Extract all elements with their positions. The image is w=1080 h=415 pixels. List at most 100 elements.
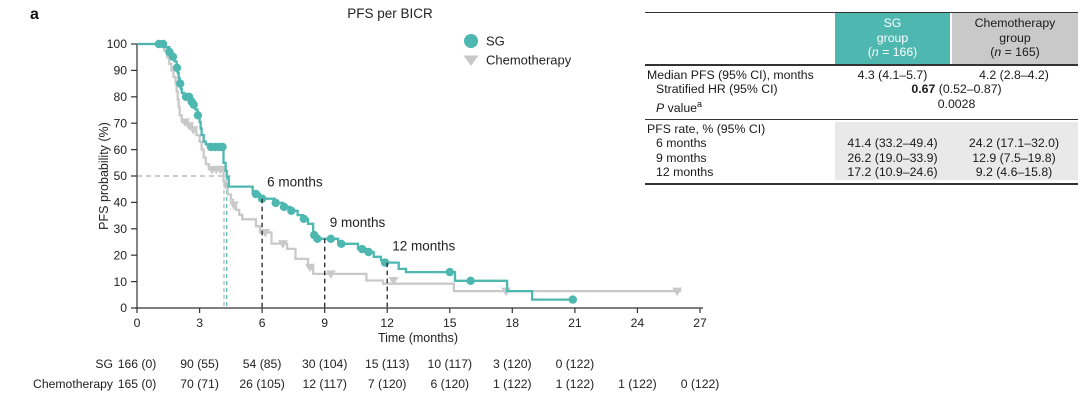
y-tick-label: 0	[120, 301, 127, 315]
y-tick-label: 30	[113, 222, 127, 236]
pfs-rate-section: PFS rate, % (95% CI) 6 months 41.4 (33.2…	[645, 118, 1078, 186]
x-tick-label: 27	[693, 316, 707, 330]
x-axis-label: Time (months)	[378, 331, 458, 345]
chart-title: PFS per BICR	[347, 6, 433, 21]
y-tick-label: 40	[113, 196, 127, 210]
x-tick-label: 6	[259, 316, 266, 330]
x-tick-label: 12	[380, 316, 394, 330]
rate-6mo-label: 6 months	[656, 136, 707, 151]
stat-table: SG group (n = 166) Chemotherapy group (n = 1…	[645, 12, 1078, 186]
y-tick-label: 70	[113, 116, 127, 130]
censor-dot	[218, 142, 227, 152]
censor-dot	[358, 244, 367, 254]
at-risk-value: 26 (105)	[239, 377, 284, 391]
stratified-hr-value: 0.67 (0.52–0.87)	[911, 82, 1002, 97]
stat-table-header: SG group (n = 166) Chemotherapy group (n = 1…	[645, 12, 1078, 66]
legend-chemo-label: Chemotherapy	[486, 53, 572, 68]
censor-dot	[271, 198, 280, 208]
censor-dot	[337, 239, 346, 248]
stratified-hr-row: Stratified HR (95% CI) 0.67 (0.52–0.87)	[645, 82, 1078, 97]
censor-dot	[193, 111, 203, 120]
pfs-rate-label: PFS rate, % (95% CI)	[647, 121, 766, 136]
censor-dot	[158, 39, 168, 49]
censor-dot	[380, 258, 390, 267]
at-risk-table: SG 166 (0) 90 (55) 54 (85) 30 (104) 15 (113) 1…	[33, 357, 719, 391]
header-sg-group: SG group (n = 166)	[835, 13, 950, 64]
p-value-label: P valuea	[656, 98, 703, 116]
censor-dot	[326, 234, 336, 243]
median-pfs-sg-value: 4.3 (4.1–5.7)	[857, 67, 928, 82]
censor-dot	[568, 295, 577, 304]
month-label: 9 months	[330, 215, 386, 230]
x-tick-label: 21	[568, 316, 582, 330]
y-tick-label: 80	[113, 90, 127, 104]
at-risk-row-label: Chemotherapy	[33, 377, 114, 391]
legend-chemo-triangle-down-icon	[463, 55, 479, 66]
censor-triangle	[278, 240, 288, 249]
rate-6mo-row: 6 months 41.4 (33.2–49.4) 24.2 (17.1–32.…	[645, 136, 1078, 151]
censor-dot	[189, 100, 198, 109]
censor-dot	[279, 202, 289, 212]
median-pfs-chemo-value: 4.2 (2.8–4.2)	[979, 67, 1049, 82]
at-risk-value: 90 (55)	[180, 357, 219, 371]
rate-12mo-row: 12 months 17.2 (10.9–24.6) 9.2 (4.6–15.8…	[645, 165, 1078, 181]
censor-dot	[313, 234, 322, 243]
censor-dot	[299, 214, 308, 223]
censor-triangle	[672, 287, 683, 297]
censor-dot	[364, 247, 373, 257]
panel-label: a	[30, 6, 39, 23]
reference-lines	[137, 175, 231, 308]
legend-sg-circle-icon	[464, 34, 478, 48]
month-label: 6 months	[267, 175, 323, 190]
x-tick-label: 18	[506, 316, 520, 330]
y-tick-label: 100	[107, 37, 128, 51]
rate-6mo-chemo-value: 24.2 (17.1–32.0)	[950, 136, 1078, 151]
rate-6mo-sg-value: 41.4 (33.2–49.4)	[835, 136, 950, 151]
at-risk-value: 165 (0)	[118, 377, 157, 391]
y-axis-label: PFS probability (%)	[97, 122, 111, 230]
censor-triangle	[305, 263, 316, 273]
at-risk-value: 30 (104)	[302, 357, 347, 371]
p-value-value: 0.0028	[937, 96, 976, 111]
header-empty-cell	[645, 13, 835, 64]
p-value-row: P valuea 0.0028	[645, 97, 1078, 116]
rate-9mo-row: 9 months 26.2 (19.0–33.9) 12.9 (7.5–19.8…	[645, 150, 1078, 166]
pfs-rate-header-row: PFS rate, % (95% CI)	[645, 121, 1078, 137]
x-tick-label: 15	[443, 316, 457, 330]
y-tick-label: 20	[113, 248, 127, 262]
censor-dot	[287, 206, 296, 215]
rate-12mo-chemo-value: 9.2 (4.6–15.8)	[950, 165, 1078, 181]
at-risk-value: 70 (71)	[180, 377, 219, 391]
at-risk-row-label: SG	[95, 357, 113, 371]
pfs-rate-chemo-spacer	[950, 121, 1078, 137]
rate-12mo-sg-value: 17.2 (10.9–24.6)	[835, 165, 950, 181]
at-risk-value: 54 (85)	[243, 357, 282, 371]
axes: 0 3 6 9 12 15 18 21 24 27 0 10 20 30 40 50 60 70 80 90 100	[107, 37, 707, 330]
x-tick-label: 24	[631, 316, 645, 330]
at-risk-value: 15 (113)	[365, 357, 410, 371]
y-tick-label: 10	[113, 275, 127, 289]
km-curve-sg	[137, 42, 573, 301]
header-chemo-group: Chemotherapy group (n = 165)	[950, 13, 1078, 64]
at-risk-value: 1 (122)	[493, 377, 532, 391]
median-pfs-label: Median PFS (95% CI), months	[647, 67, 814, 82]
censor-triangle	[229, 201, 239, 210]
at-risk-value: 6 (120)	[430, 377, 469, 391]
censor-triangle	[188, 126, 199, 135]
at-risk-value: 3 (120)	[493, 357, 532, 371]
at-risk-value: 10 (117)	[428, 357, 473, 371]
y-tick-label: 90	[113, 64, 127, 78]
stratified-hr-label: Stratified HR (95% CI)	[656, 82, 778, 97]
median-pfs-row: Median PFS (95% CI), months 4.3 (4.1–5.7…	[645, 68, 1078, 83]
rate-9mo-label: 9 months	[656, 150, 707, 165]
censor-triangle	[325, 270, 336, 279]
km-plot: PFS per BICR SG Chemotherapy PFS probabi…	[33, 6, 719, 391]
censor-triangle	[388, 277, 399, 286]
censor-dot	[168, 52, 178, 61]
at-risk-value: 0 (122)	[556, 357, 595, 371]
x-tick-label: 3	[196, 316, 203, 330]
at-risk-value: 12 (117)	[302, 377, 347, 391]
at-risk-value: 1 (122)	[618, 377, 657, 391]
month-label: 12 months	[392, 239, 455, 254]
annotations: 6 months 9 months 12 months	[261, 175, 455, 308]
